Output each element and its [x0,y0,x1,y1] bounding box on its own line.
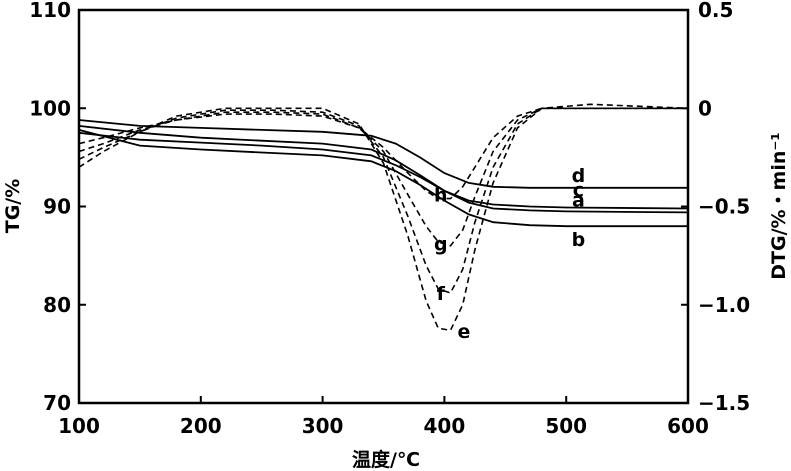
x-tick-label: 500 [545,414,587,438]
y-left-tick-label: 80 [43,293,71,317]
y-right-tick-label: −0.5 [698,195,750,219]
x-axis-title: 温度/℃ [352,448,420,471]
series-line-g [78,107,688,247]
series-line-c [78,125,689,214]
y-right-tick-label: −1.5 [698,391,750,415]
series-line-f [78,107,688,294]
series-line-a [78,131,689,210]
y-left-tick-label: 70 [43,391,71,415]
series-label-g: g [434,234,448,256]
series-label-c: c [573,180,584,202]
y-left-tick-label: 110 [29,0,71,22]
series-line-h [78,107,688,200]
series-line-b [78,129,688,228]
series-label-h: h [434,185,448,207]
y-right-tick-label: 0 [698,96,712,120]
y-axis-left-title: TG/% [2,179,24,234]
y-right-tick-label: −1.0 [698,293,750,317]
x-tick-label: 600 [667,414,709,438]
series-line-e [78,103,689,332]
plot-area [77,8,690,405]
x-tick-label: 300 [302,414,344,438]
axis-ticks: 100 200 300 400 500 600 70 80 90 100 110 0.5 0 −0.5 −1… [29,0,750,438]
series-label-a: a [572,190,585,212]
series-label-f: f [437,283,446,305]
y-left-tick-label: 100 [29,96,71,120]
series-lines [78,103,689,332]
x-tick-label: 400 [424,414,466,438]
series-label-b: b [572,229,586,251]
series-label-e: e [457,321,470,343]
y-left-tick-label: 90 [43,195,71,219]
series-line-d [78,119,688,189]
series-label-d: d [572,165,586,187]
y-axis-right-title: DTG/%・min⁻¹ [768,132,790,280]
x-tick-label: 100 [58,414,100,438]
x-tick-label: 200 [180,414,222,438]
plot-frame [77,8,690,405]
y-right-tick-label: 0.5 [698,0,733,22]
